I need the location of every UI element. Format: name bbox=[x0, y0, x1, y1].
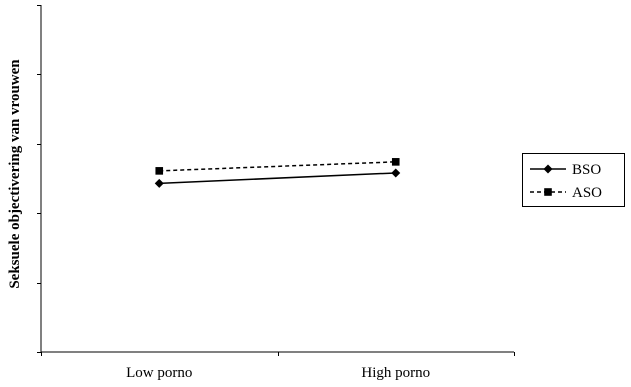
legend-marker-bso bbox=[543, 164, 553, 174]
series-layer bbox=[154, 158, 401, 188]
axes: Low porno High porno bbox=[37, 5, 515, 381]
data-point-aso bbox=[155, 167, 164, 175]
legend-label-aso: ASO bbox=[572, 185, 602, 201]
x-tick-label: High porno bbox=[361, 365, 430, 381]
data-point-bso bbox=[391, 168, 401, 178]
legend-label-bso: BSO bbox=[572, 162, 601, 178]
legend: BSO ASO bbox=[522, 153, 625, 207]
x-tick-label: Low porno bbox=[126, 365, 192, 381]
series-line-aso bbox=[159, 161, 396, 172]
legend-box bbox=[522, 153, 625, 207]
data-point-bso bbox=[154, 178, 164, 188]
y-axis-title: Seksuele objectivering van vrouwen bbox=[7, 59, 23, 289]
legend-marker-aso bbox=[544, 188, 552, 196]
data-point-aso bbox=[391, 158, 400, 166]
series-line-bso bbox=[159, 172, 396, 185]
